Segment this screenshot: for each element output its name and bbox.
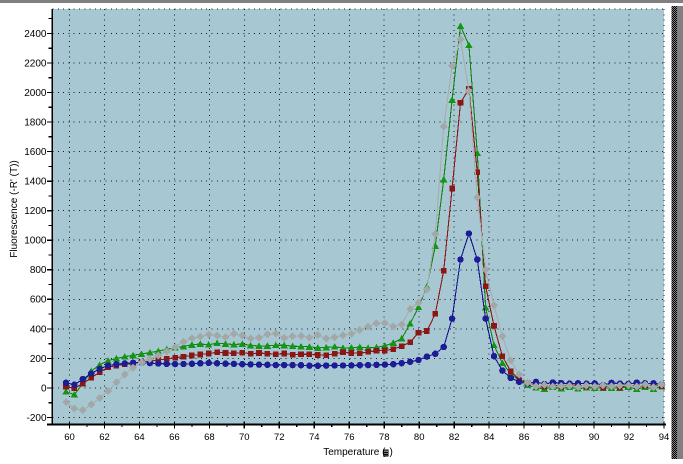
svg-text:92: 92	[624, 432, 635, 443]
svg-text:800: 800	[30, 265, 47, 276]
svg-text:1000: 1000	[24, 236, 47, 247]
svg-text:): )	[390, 447, 393, 458]
svg-text:72: 72	[274, 432, 285, 443]
svg-text:200: 200	[30, 354, 47, 365]
svg-text:-200: -200	[26, 413, 46, 424]
svg-text:1800: 1800	[24, 117, 47, 128]
svg-text:400: 400	[30, 324, 47, 335]
svg-text:2200: 2200	[24, 58, 47, 69]
svg-text:Temperature (: Temperature (	[323, 447, 386, 458]
svg-text:66: 66	[169, 432, 180, 443]
svg-text:1400: 1400	[24, 177, 47, 188]
svg-text:0: 0	[41, 383, 47, 394]
svg-text:2000: 2000	[24, 88, 47, 99]
svg-text:1200: 1200	[24, 206, 47, 217]
svg-text:60: 60	[64, 432, 75, 443]
svg-text:94: 94	[659, 432, 670, 443]
svg-text:70: 70	[239, 432, 250, 443]
svg-text:86: 86	[519, 432, 530, 443]
svg-text:64: 64	[134, 432, 145, 443]
svg-text:62: 62	[99, 432, 110, 443]
svg-text:600: 600	[30, 295, 47, 306]
svg-text:76: 76	[344, 432, 355, 443]
svg-text:Fluorescence (-R' (T)): Fluorescence (-R' (T))	[9, 160, 20, 257]
svg-text:68: 68	[204, 432, 215, 443]
svg-text:2400: 2400	[24, 29, 47, 40]
svg-text:90: 90	[589, 432, 600, 443]
svg-text:1600: 1600	[24, 147, 47, 158]
svg-text:88: 88	[554, 432, 565, 443]
svg-text:80: 80	[414, 432, 425, 443]
svg-text:74: 74	[309, 432, 320, 443]
svg-text:84: 84	[484, 432, 495, 443]
svg-text:78: 78	[379, 432, 390, 443]
svg-text:82: 82	[449, 432, 460, 443]
